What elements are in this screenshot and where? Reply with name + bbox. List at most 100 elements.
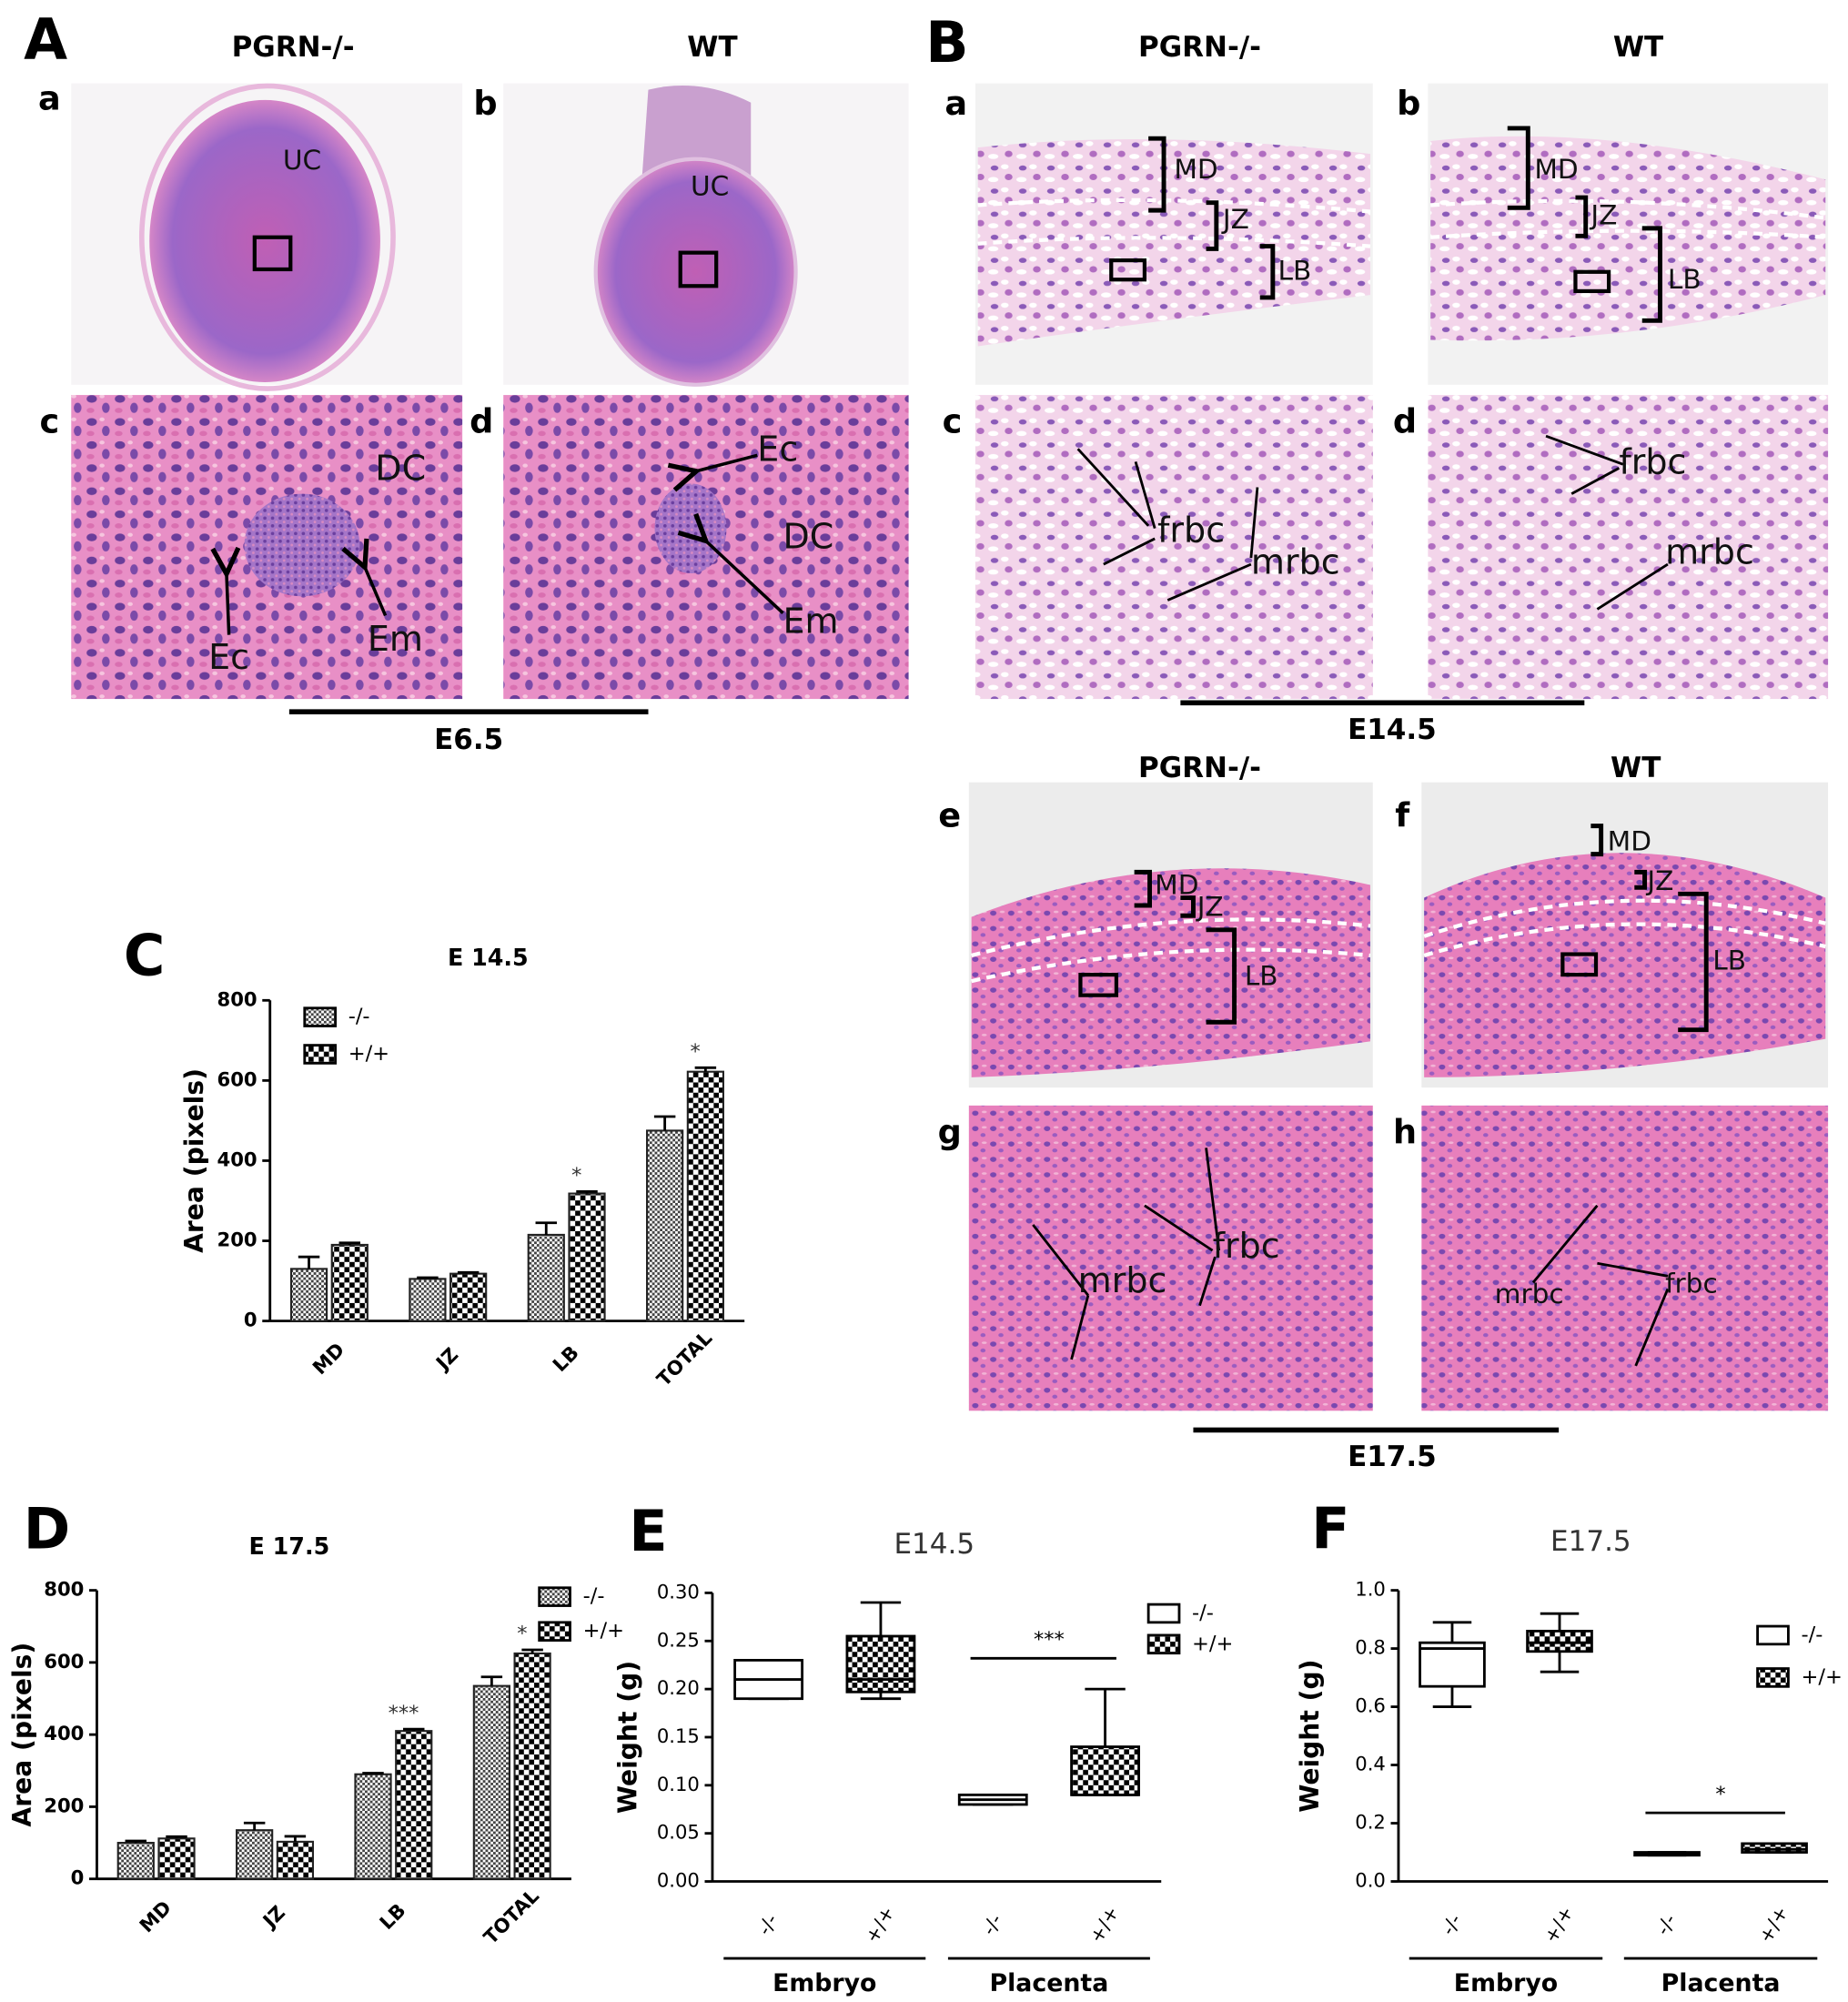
y-tick-label: 0 xyxy=(244,1309,258,1331)
error-bar xyxy=(125,1839,147,1844)
box xyxy=(1070,1745,1140,1796)
error-bar xyxy=(694,1066,717,1072)
bar xyxy=(686,1070,724,1322)
bar xyxy=(330,1243,369,1322)
annotation: frbc xyxy=(1665,1269,1718,1299)
image-label: b xyxy=(473,84,497,123)
error-bar xyxy=(166,1835,187,1839)
bar xyxy=(527,1233,565,1322)
panel-letter: C xyxy=(124,922,166,988)
image-label: g xyxy=(938,1112,962,1151)
legend-label: +/+ xyxy=(348,1042,389,1066)
bar xyxy=(513,1652,551,1880)
image-label: a xyxy=(944,84,967,123)
x-tick-label: +/+ xyxy=(1753,1902,1792,1946)
annotation: frbc xyxy=(1157,510,1225,550)
x-tick-label: MD xyxy=(135,1896,176,1936)
legend-label: -/- xyxy=(583,1584,605,1608)
boundary xyxy=(971,917,1371,984)
whisker xyxy=(1432,1686,1472,1708)
x-tick-label: TOTAL xyxy=(479,1885,543,1949)
annotation: frbc xyxy=(1213,1226,1280,1266)
box xyxy=(845,1634,916,1694)
annotation: frbc xyxy=(1619,442,1686,482)
y-tick-label: 400 xyxy=(44,1722,84,1744)
y-tick-label: 600 xyxy=(217,1067,258,1090)
annotation: mrbc xyxy=(1251,542,1340,582)
panel-letter: F xyxy=(1311,1495,1349,1562)
y-axis-label: Area (pixels) xyxy=(179,1068,209,1253)
x-tick-label: JZ xyxy=(258,1901,289,1933)
boundary xyxy=(1423,898,1826,957)
error-bar xyxy=(243,1821,266,1831)
legend-swatch xyxy=(1146,1603,1181,1624)
y-axis-label: Area (pixels) xyxy=(7,1643,37,1827)
bar xyxy=(472,1684,510,1880)
y-tick-label: 0.25 xyxy=(657,1628,700,1651)
image-label: c xyxy=(943,402,963,441)
significance: * xyxy=(1715,1783,1725,1806)
image-label: c xyxy=(39,402,59,441)
legend-label: -/- xyxy=(348,1005,370,1028)
y-tick-label: 0.0 xyxy=(1355,1869,1386,1892)
annotation: MD xyxy=(1155,869,1198,900)
column-header: PGRN-/- xyxy=(232,31,355,64)
inset-box xyxy=(1573,269,1611,294)
annotation: JZ xyxy=(1589,200,1617,231)
y-tick-label: 0.05 xyxy=(657,1821,700,1844)
boundary xyxy=(1430,198,1826,239)
annotation: Ec xyxy=(208,637,249,677)
y-tick-label: 600 xyxy=(44,1650,84,1673)
x-tick-label: -/- xyxy=(1436,1910,1466,1939)
image-label: d xyxy=(470,402,493,441)
annotation: Em xyxy=(783,601,838,641)
arrow xyxy=(364,564,388,617)
significance: *** xyxy=(1034,1628,1065,1652)
x-tick-label: JZ xyxy=(430,1343,462,1375)
tissue xyxy=(1424,853,1826,1077)
x-tick-label: TOTAL xyxy=(652,1327,717,1391)
bar xyxy=(395,1730,433,1880)
bar xyxy=(449,1272,488,1322)
tissue xyxy=(641,85,752,180)
y-axis-label: Weight (g) xyxy=(612,1661,642,1814)
tissue-outline xyxy=(138,83,396,391)
stage-label: E14.5 xyxy=(1348,713,1437,746)
annotation: JZ xyxy=(1221,204,1249,235)
chart-title: E 14.5 xyxy=(448,944,529,971)
inset-box xyxy=(678,250,719,288)
annotation: UC xyxy=(691,170,729,201)
x-tick-label: -/- xyxy=(1651,1910,1681,1939)
box xyxy=(1419,1641,1486,1688)
pointer xyxy=(1545,434,1669,611)
annotation: mrbc xyxy=(1495,1279,1564,1309)
annotation: UC xyxy=(283,145,321,176)
significance: * xyxy=(690,1040,700,1064)
tissue xyxy=(971,868,1370,1077)
y-tick-label: 0.2 xyxy=(1355,1811,1386,1834)
error-bar xyxy=(576,1189,598,1194)
error-bar xyxy=(338,1241,361,1245)
box xyxy=(1526,1629,1593,1653)
whisker xyxy=(1085,1687,1126,1747)
annotation: Em xyxy=(368,619,423,659)
y-tick-label: 0 xyxy=(71,1866,85,1889)
x-tick-label: LB xyxy=(375,1899,410,1935)
y-tick-label: 0.6 xyxy=(1355,1694,1386,1717)
tissue xyxy=(593,157,798,387)
bracket xyxy=(1148,136,1276,300)
bar xyxy=(276,1840,315,1880)
significance: * xyxy=(571,1164,581,1188)
error-bar xyxy=(480,1675,503,1686)
y-tick-label: 0.20 xyxy=(657,1676,700,1699)
y-tick-label: 0.30 xyxy=(657,1580,700,1603)
box xyxy=(1741,1842,1808,1854)
arrow xyxy=(227,571,229,635)
annotation: LB xyxy=(1277,255,1311,286)
image-label: f xyxy=(1395,795,1410,834)
y-tick-label: 0.15 xyxy=(657,1724,700,1747)
y-tick-label: 400 xyxy=(217,1148,258,1170)
arrow xyxy=(703,539,784,614)
bracket xyxy=(1590,824,1709,1033)
